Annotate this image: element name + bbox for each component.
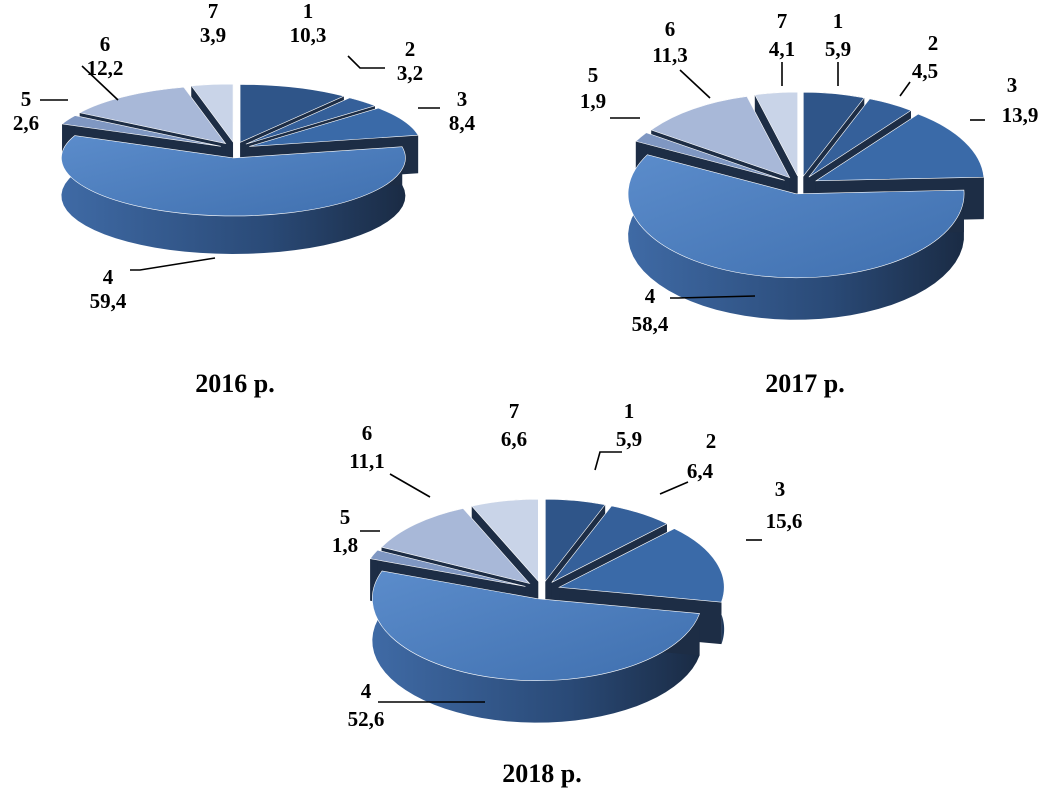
pie-slice-top-6 [650,96,791,179]
pie-slice-top-3 [814,113,985,182]
label-cat-3-2017: 3 [1007,73,1018,97]
label-cat-2-2018: 2 [706,429,717,453]
label-val-4-2016: 59,4 [90,289,127,313]
leader-2016-6 [81,65,119,101]
pie-slice-top-3 [249,107,419,147]
label-cat-6-2017: 6 [665,17,676,41]
label-val-4-2017: 58,4 [632,312,669,336]
leader-2016-4 [130,257,216,271]
label-cat-2-2017: 2 [928,31,939,55]
label-cat-1-2016: 1 [303,0,314,23]
label-val-5-2017: 1,9 [580,89,606,113]
label-val-7-2016: 3,9 [200,23,226,47]
pie-slice-top-2 [808,98,912,178]
pie-slice-top-4 [627,154,965,279]
pie-slice-top-1 [545,498,606,583]
chart-caption-2018: 2018 р. [502,759,581,788]
pie-slice-top-4 [372,570,700,681]
chart-caption-2016: 2016 р. [195,369,274,398]
pie-slice-top-7 [190,83,234,143]
labels-2016: 1 10,3 2 3,2 3 8,4 4 59,4 5 2,6 6 12,2 7… [13,0,476,313]
label-val-2-2017: 4,5 [912,59,938,83]
pie-slice-top-2 [245,97,376,145]
leader-2016-2 [347,55,385,69]
label-val-3-2017: 13,9 [1002,103,1039,127]
label-val-2-2016: 3,2 [397,61,423,85]
pie-slice-4 [61,135,406,254]
label-cat-5-2016: 5 [21,87,32,111]
chart-caption-2017: 2017 р. [765,369,844,398]
label-cat-4-2018: 4 [361,679,372,703]
leader-lines [40,55,985,703]
label-val-6-2018: 11,1 [349,449,385,473]
leader-2017-6 [679,69,711,99]
label-cat-4-2017: 4 [645,284,656,308]
pie-chart-2017 [627,91,985,320]
labels-2018: 1 5,9 2 6,4 3 15,6 4 52,6 5 1,8 6 11,1 7… [332,399,803,731]
pie-slice-top-6 [78,86,227,144]
label-val-1-2018: 5,9 [616,427,642,451]
pie-slice-top-5 [369,549,526,587]
pie-slice-top-6 [381,508,531,585]
leader-2017-2 [899,81,911,97]
pie-chart-2018 [369,498,725,723]
leader-2018-1 [594,451,622,471]
label-val-1-2017: 5,9 [825,37,851,61]
label-cat-4-2016: 4 [103,265,114,289]
pie-slice-top-5 [635,132,785,181]
label-cat-3-2018: 3 [775,477,786,501]
label-val-4-2018: 52,6 [348,707,385,731]
leader-2018-2 [659,481,689,495]
label-val-2-2018: 6,4 [687,459,714,483]
pie-chart-2016 [61,83,419,254]
label-cat-5-2018: 5 [340,505,351,529]
pie-slice-top-3 [558,528,725,603]
label-cat-2-2016: 2 [405,37,416,61]
label-cat-6-2016: 6 [100,32,111,56]
label-val-5-2016: 2,6 [13,111,39,135]
label-cat-5-2017: 5 [588,63,599,87]
label-val-7-2018: 6,6 [501,427,527,451]
pie-slice-side-4 [372,570,700,723]
pie-slice-top-2 [551,505,668,583]
pie-slice-4 [372,570,700,723]
label-val-3-2018: 15,6 [766,509,803,533]
pie-slice-4 [627,154,965,320]
pie-slice-top-7 [754,91,798,177]
label-cat-6-2018: 6 [362,421,373,445]
label-cat-1-2017: 1 [833,9,844,33]
pie-slice-side-4 [628,154,964,320]
label-val-1-2016: 10,3 [290,23,327,47]
pie-slice-top-4 [61,135,406,217]
label-val-7-2017: 4,1 [769,37,795,61]
label-cat-7-2016: 7 [208,0,219,23]
pie-slice-top-1 [239,84,345,143]
label-val-3-2016: 8,4 [449,111,476,135]
pie-slice-top-1 [803,91,865,178]
label-cat-1-2018: 1 [624,399,635,423]
leader-2017-4 [670,295,756,299]
label-cat-7-2017: 7 [777,9,788,33]
labels-2017: 1 5,9 2 4,5 3 13,9 4 58,4 5 1,9 6 11,3 7… [580,9,1039,336]
label-cat-7-2018: 7 [509,399,520,423]
label-cat-3-2016: 3 [457,87,468,111]
leader-2018-6 [389,473,431,498]
label-val-5-2018: 1,8 [332,533,358,557]
pie-slice-top-5 [61,115,221,147]
pie-slice-side-4 [61,135,406,254]
label-val-6-2017: 11,3 [652,43,688,67]
pie-slice-top-7 [471,498,539,582]
